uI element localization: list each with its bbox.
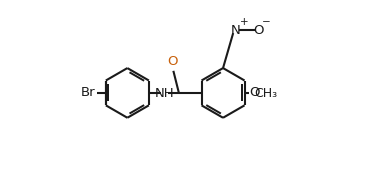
- Text: Br: Br: [81, 86, 95, 99]
- Text: CH₃: CH₃: [254, 87, 277, 100]
- Text: NH: NH: [154, 87, 174, 100]
- Text: O: O: [167, 55, 178, 68]
- Text: −: −: [262, 17, 270, 27]
- Text: O: O: [250, 86, 260, 99]
- Text: O: O: [253, 24, 263, 37]
- Text: +: +: [240, 17, 248, 27]
- Text: N: N: [231, 24, 241, 37]
